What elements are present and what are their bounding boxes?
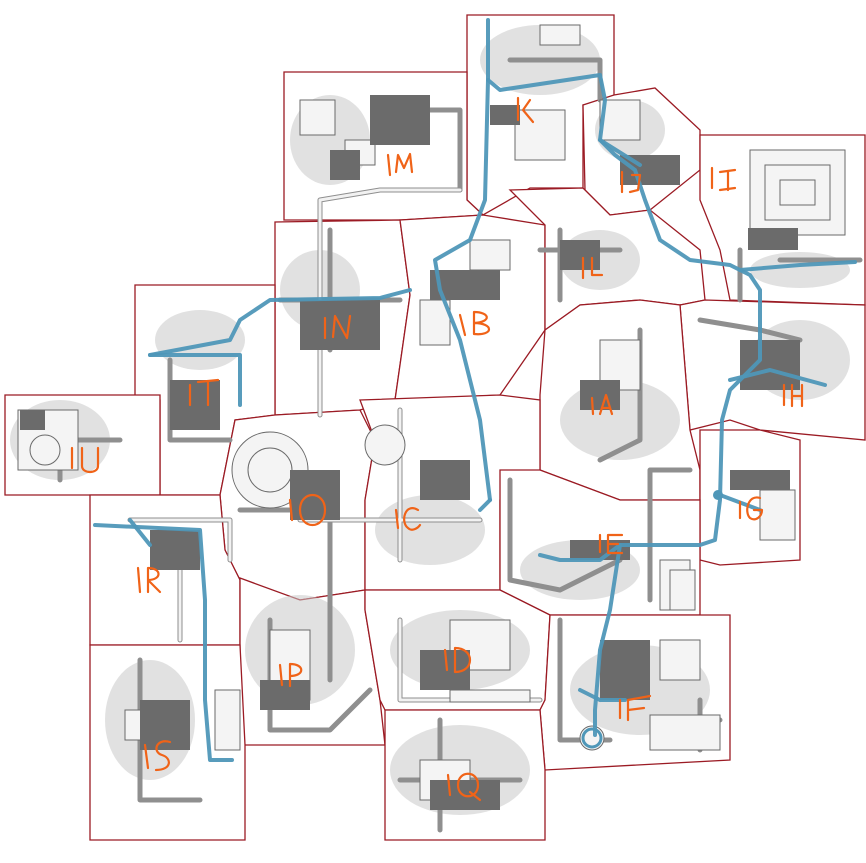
- label-1j: 1J: [620, 170, 642, 194]
- label-1s: 1S: [143, 740, 172, 772]
- label-1f: 1F: [618, 694, 652, 722]
- label-1q: 1Q: [446, 772, 482, 802]
- label-1o: 1O: [288, 494, 327, 526]
- label-1d: 1D: [443, 646, 472, 674]
- label-1i: 1I: [710, 166, 737, 192]
- label-1g: 1G: [738, 496, 764, 521]
- label-1l: 1L: [581, 256, 604, 280]
- label-1p: 1P: [278, 662, 303, 688]
- river: [93, 18, 857, 762]
- label-1a: 1A: [590, 393, 614, 416]
- label-1t: 1T: [188, 378, 220, 407]
- label-1u: 1U: [70, 446, 100, 474]
- label-1n: 1N: [323, 314, 352, 340]
- label-1e: 1E: [598, 533, 624, 555]
- label-1r: 1R: [136, 566, 162, 594]
- label-1h: 1H: [782, 383, 804, 408]
- label-1b: 1B: [458, 310, 491, 337]
- label-1k: 1K: [516, 96, 535, 124]
- label-1m: 1M: [386, 152, 414, 177]
- section-labels: 1K 1M 1J 1I 1L 1N 1B 1T 1A 1H 1U 1O 1C 1…: [70, 96, 804, 802]
- label-1c: 1C: [394, 507, 422, 531]
